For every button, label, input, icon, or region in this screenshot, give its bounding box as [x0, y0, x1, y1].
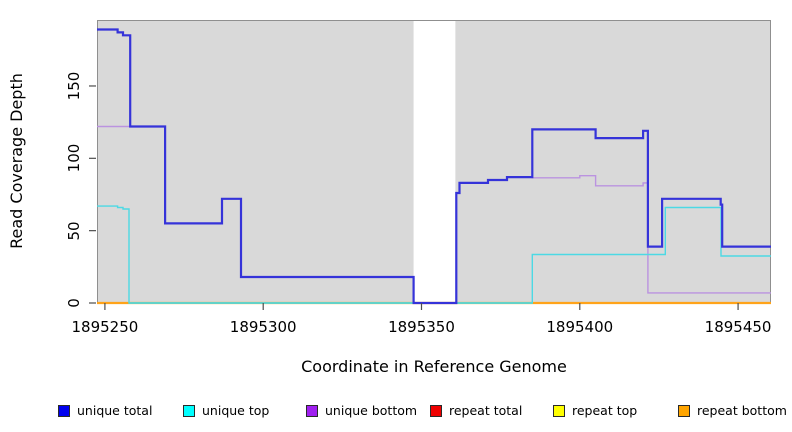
legend-swatch-repeat-bottom	[678, 404, 690, 417]
series-line-unique-top	[97, 205, 771, 304]
gap-region	[413, 20, 456, 303]
legend-swatch-repeat-total	[430, 404, 442, 417]
x-tick-label: 1895300	[229, 318, 297, 336]
legend: unique total unique top unique bottom repea…	[0, 401, 792, 425]
legend-item-unique-top: unique top	[183, 403, 269, 418]
legend-label-unique-bottom: unique bottom	[325, 403, 418, 418]
x-tick-label: 1895350	[388, 318, 455, 336]
legend-label-repeat-bottom: repeat bottom	[697, 403, 787, 418]
legend-label-unique-total: unique total	[77, 403, 153, 418]
x-tick-label: 1895400	[546, 318, 614, 336]
y-tick-label: 100	[65, 144, 83, 173]
y-tick-label: 0	[65, 298, 83, 308]
legend-item-repeat-bottom: repeat bottom	[678, 403, 787, 418]
legend-label-repeat-top: repeat top	[572, 403, 638, 418]
y-tick-label: 150	[65, 71, 83, 101]
series-line-unique-total	[97, 28, 771, 305]
legend-swatch-unique-bottom	[306, 404, 318, 417]
x-tick-label: 1895250	[71, 318, 139, 336]
legend-swatch-unique-top	[183, 404, 195, 417]
plot-panel	[89, 20, 771, 310]
x-tick-label: 1895450	[704, 318, 772, 336]
y-tick-label: 50	[65, 221, 83, 241]
legend-item-repeat-top: repeat top	[553, 403, 637, 418]
legend-label-unique-top: unique top	[202, 403, 270, 418]
legend-swatch-unique-total	[58, 404, 70, 417]
legend-label-repeat-total: repeat total	[449, 403, 523, 418]
legend-item-unique-total: unique total	[58, 403, 152, 418]
legend-item-repeat-total: repeat total	[430, 403, 522, 418]
x-axis-title: Coordinate in Reference Genome	[301, 357, 567, 376]
legend-item-unique-bottom: unique bottom	[306, 403, 417, 418]
coverage-chart	[89, 20, 771, 310]
y-axis-title: Read Coverage Depth	[7, 73, 26, 249]
legend-swatch-repeat-top	[553, 404, 565, 417]
